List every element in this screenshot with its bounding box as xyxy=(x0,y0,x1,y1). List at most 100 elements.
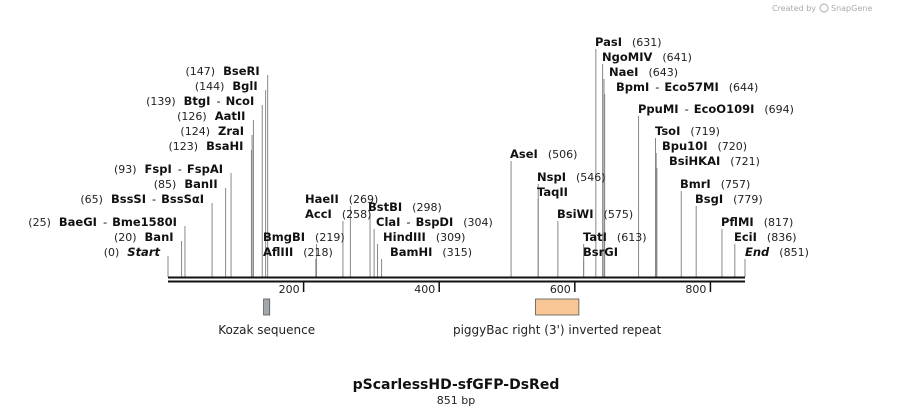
site-label[interactable]: TsoI (719) xyxy=(655,124,720,138)
site-label[interactable]: BmrI (757) xyxy=(680,177,750,191)
site-position: (126) xyxy=(177,110,207,123)
site-text: BamHI (315) xyxy=(390,245,472,259)
site-label[interactable]: AseI (506) xyxy=(510,147,577,161)
site-text: (25) BaeGI - Bme1580I xyxy=(28,215,177,229)
enzyme-name: TsoI xyxy=(655,124,680,138)
site-label[interactable]: BpmI - Eco57MI (644) xyxy=(616,80,758,94)
enzyme-name: HindIII xyxy=(383,230,426,244)
enzyme-name: End xyxy=(745,245,770,259)
site-label[interactable]: ClaI - BspDI (304) xyxy=(376,215,493,229)
feature-label: piggyBac right (3') inverted repeat xyxy=(453,323,662,337)
enzyme-name: AseI xyxy=(510,147,538,161)
enzyme-name: TatI xyxy=(583,230,607,244)
site-label[interactable]: BsiWI (575) xyxy=(557,207,633,221)
site-label[interactable]: (147) BseRI xyxy=(186,64,260,78)
site-label[interactable]: (126) AatII xyxy=(177,109,245,123)
site-label[interactable]: (65) BssSI - BssSαI xyxy=(80,192,204,206)
site-position: (298) xyxy=(412,201,442,214)
site-position: (65) xyxy=(80,193,103,206)
site-position: (124) xyxy=(180,125,210,138)
site-position: (851) xyxy=(779,246,809,259)
site-label[interactable]: TaqII xyxy=(537,185,568,199)
site-label[interactable]: (0) Start xyxy=(104,245,161,259)
site-position: (258) xyxy=(342,208,372,221)
site-label[interactable]: End (851) xyxy=(745,245,809,259)
enzyme-name: ClaI xyxy=(376,215,400,229)
enzyme-name: BsiHKAI xyxy=(669,154,720,168)
site-label[interactable]: (124) ZraI xyxy=(180,124,244,138)
site-text: EciI (836) xyxy=(734,230,797,244)
site-text: BsiHKAI (721) xyxy=(669,154,760,168)
enzyme-name: BpmI xyxy=(616,80,649,94)
enzyme-name: BmrI xyxy=(680,177,711,191)
feature-box[interactable] xyxy=(263,298,271,316)
site-position: (817) xyxy=(764,216,794,229)
site-label[interactable]: EciI (836) xyxy=(734,230,797,244)
site-label[interactable]: BsgI (779) xyxy=(695,192,763,206)
site-label[interactable]: HindIII (309) xyxy=(383,230,465,244)
site-position: (643) xyxy=(648,66,678,79)
site-position: (631) xyxy=(632,36,662,49)
site-label[interactable]: TatI (613) xyxy=(583,230,647,244)
site-position: (719) xyxy=(690,125,720,138)
site-position: (85) xyxy=(154,178,177,191)
enzyme-alt-name: FspAI xyxy=(187,162,223,176)
enzyme-name: ZraI xyxy=(218,124,244,138)
site-label[interactable]: Bpu10I (720) xyxy=(662,139,747,153)
site-label[interactable]: BsiHKAI (721) xyxy=(669,154,760,168)
site-label[interactable]: BmgBI (219) xyxy=(263,230,345,244)
site-text: (126) AatII xyxy=(177,109,245,123)
feature-box[interactable] xyxy=(535,298,580,316)
site-position: (836) xyxy=(767,231,797,244)
site-position: (93) xyxy=(114,163,137,176)
site-label[interactable]: NspI (546) xyxy=(537,170,606,184)
site-label[interactable]: (25) BaeGI - Bme1580I xyxy=(28,215,177,229)
enzyme-name: BsiWI xyxy=(557,207,594,221)
site-label[interactable]: (20) BanI xyxy=(114,230,174,244)
site-label[interactable]: NaeI (643) xyxy=(609,65,678,79)
site-label[interactable]: AflIII (218) xyxy=(263,245,333,259)
site-label[interactable]: HaeII (269) xyxy=(305,192,378,206)
enzyme-alt-name: EcoO109I xyxy=(694,102,755,116)
site-label[interactable]: (123) BsaHI xyxy=(169,139,244,153)
site-text: BpmI - Eco57MI (644) xyxy=(616,80,758,94)
site-label[interactable]: PasI (631) xyxy=(595,35,662,49)
site-text: (124) ZraI xyxy=(180,124,244,138)
site-label[interactable]: NgoMIV (641) xyxy=(602,50,692,64)
site-label[interactable]: AccI (258) xyxy=(305,207,371,221)
site-text: End (851) xyxy=(745,245,809,259)
enzyme-name: TaqII xyxy=(537,185,568,199)
enzyme-name: NspI xyxy=(537,170,566,184)
site-position: (219) xyxy=(315,231,345,244)
site-label[interactable]: BamHI (315) xyxy=(390,245,472,259)
enzyme-name: BanII xyxy=(184,177,217,191)
site-position: (506) xyxy=(548,148,578,161)
site-position: (0) xyxy=(104,246,120,259)
site-text: BstBI (298) xyxy=(368,200,442,214)
site-text: BsiWI (575) xyxy=(557,207,633,221)
enzyme-name: BstBI xyxy=(368,200,402,214)
site-label[interactable]: PpuMI - EcoO109I (694) xyxy=(638,102,794,116)
enzyme-name: BanI xyxy=(145,230,174,244)
site-label[interactable]: BsrGI xyxy=(583,245,618,259)
site-label[interactable]: BstBI (298) xyxy=(368,200,442,214)
tick-label: 600 xyxy=(550,283,571,296)
site-position: (641) xyxy=(662,51,692,64)
site-label[interactable]: PflMI (817) xyxy=(721,215,793,229)
site-position: (779) xyxy=(733,193,763,206)
cut-site-lines xyxy=(167,49,746,277)
credit-text: Created by xyxy=(772,4,816,13)
site-label[interactable]: (139) BtgI - NcoI xyxy=(146,94,254,108)
enzyme-name: BseRI xyxy=(223,64,260,78)
site-position: (304) xyxy=(463,216,493,229)
enzyme-name: AflIII xyxy=(263,245,293,259)
tick-label: 200 xyxy=(279,283,300,296)
site-label[interactable]: (144) BglI xyxy=(195,79,258,93)
site-label[interactable]: (93) FspI - FspAI xyxy=(114,162,223,176)
enzyme-name: AccI xyxy=(305,207,332,221)
enzyme-name: NaeI xyxy=(609,65,638,79)
site-label[interactable]: (85) BanII xyxy=(154,177,218,191)
site-text: HindIII (309) xyxy=(383,230,465,244)
site-text: (139) BtgI - NcoI xyxy=(146,94,254,108)
